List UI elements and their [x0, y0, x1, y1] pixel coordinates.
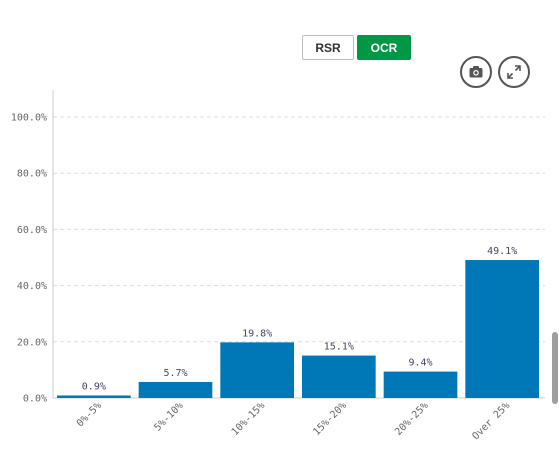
bar-value-label: 5.7% — [163, 368, 187, 379]
bar[interactable] — [57, 395, 131, 398]
bar-value-label: 15.1% — [324, 342, 354, 353]
bar-value-label: 0.9% — [82, 381, 106, 392]
y-tick-label: 0.0% — [23, 394, 47, 405]
x-tick-label: 15%-20% — [311, 400, 349, 438]
camera-icon — [469, 66, 483, 78]
y-tick-label: 80.0% — [17, 169, 47, 180]
bar[interactable] — [302, 355, 376, 398]
x-tick-label: 10%-15% — [230, 400, 268, 438]
screenshot-button[interactable] — [460, 56, 492, 88]
fullscreen-button[interactable] — [498, 56, 530, 88]
x-tick-label: 5%-10% — [152, 400, 185, 433]
y-tick-label: 100.0% — [11, 113, 47, 124]
expand-icon — [507, 65, 521, 79]
bar[interactable] — [138, 381, 213, 398]
bar[interactable] — [220, 342, 294, 398]
x-tick-label: 0%-5% — [75, 400, 104, 429]
bar-value-label: 9.4% — [408, 358, 432, 369]
vertical-scrollbar[interactable] — [552, 332, 558, 404]
rsr-toggle-button[interactable]: RSR — [302, 35, 354, 60]
bar[interactable] — [383, 371, 458, 398]
ocr-toggle-button[interactable]: OCR — [357, 35, 411, 60]
bar[interactable] — [465, 260, 539, 398]
x-tick-label: Over 25% — [470, 400, 512, 442]
y-tick-label: 60.0% — [17, 225, 47, 236]
x-tick-label: 20%-25% — [393, 400, 431, 438]
y-tick-label: 20.0% — [17, 337, 47, 348]
bar-value-label: 19.8% — [242, 328, 272, 339]
y-tick-label: 40.0% — [17, 281, 47, 292]
bar-value-label: 49.1% — [487, 246, 517, 257]
